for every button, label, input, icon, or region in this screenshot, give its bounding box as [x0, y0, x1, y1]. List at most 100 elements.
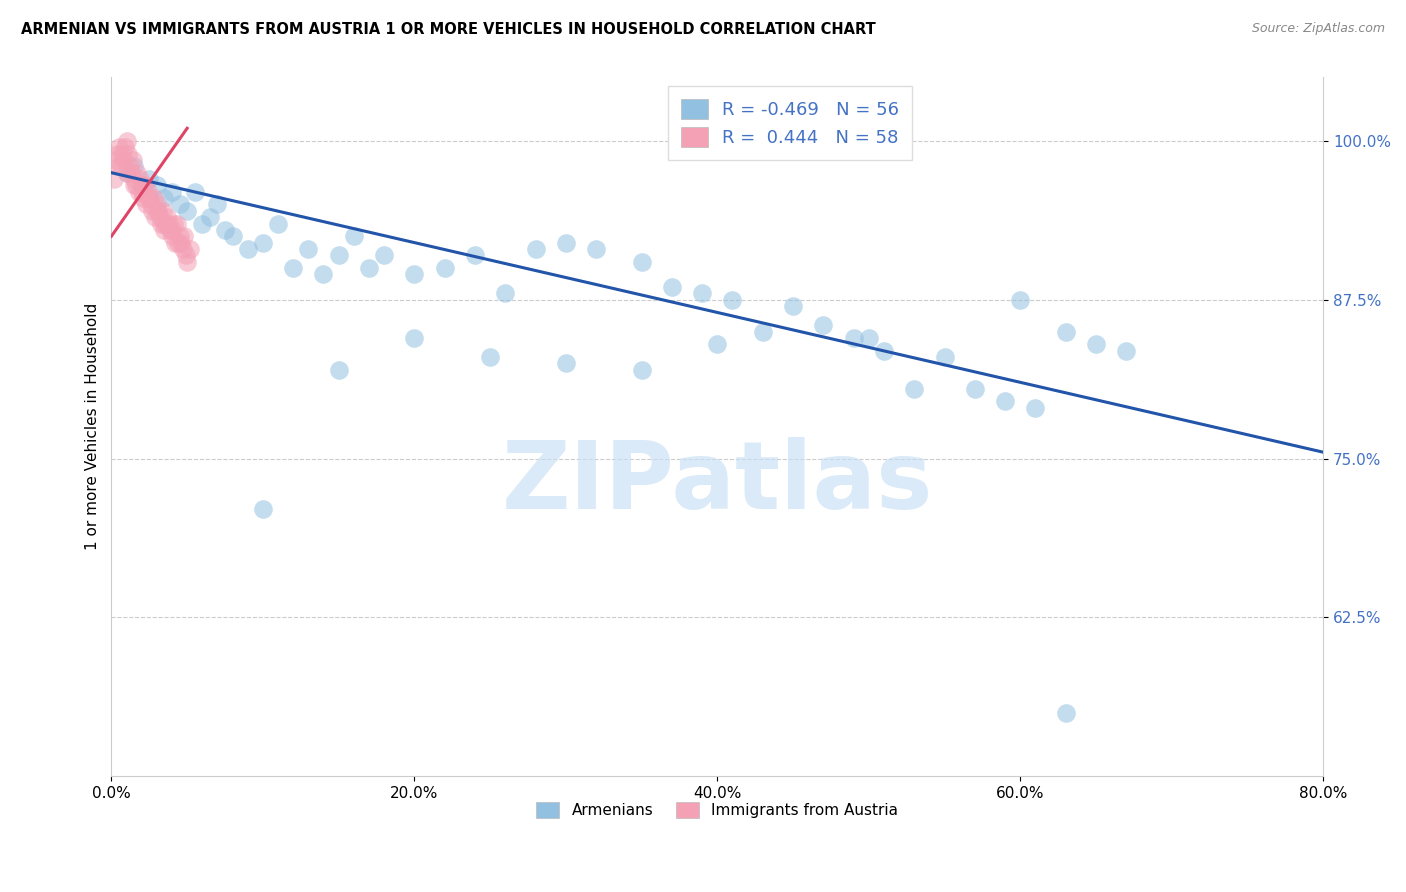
Point	[494, 286, 516, 301]
Point	[721, 293, 744, 307]
Point	[131, 178, 153, 193]
Point	[115, 134, 138, 148]
Point	[166, 217, 188, 231]
Point	[120, 166, 142, 180]
Point	[159, 223, 181, 237]
Point	[111, 146, 134, 161]
Point	[138, 191, 160, 205]
Point	[630, 254, 652, 268]
Point	[170, 235, 193, 250]
Point	[117, 146, 139, 161]
Point	[150, 217, 173, 231]
Point	[153, 217, 176, 231]
Point	[1054, 706, 1077, 720]
Legend: Armenians, Immigrants from Austria: Armenians, Immigrants from Austria	[530, 797, 904, 824]
Point	[155, 217, 177, 231]
Point	[146, 197, 169, 211]
Point	[115, 166, 138, 180]
Point	[524, 242, 547, 256]
Point	[630, 362, 652, 376]
Point	[169, 197, 191, 211]
Point	[121, 153, 143, 167]
Point	[328, 248, 350, 262]
Point	[464, 248, 486, 262]
Point	[143, 210, 166, 224]
Point	[176, 203, 198, 218]
Point	[191, 217, 214, 231]
Point	[554, 356, 576, 370]
Point	[152, 203, 174, 218]
Point	[136, 185, 159, 199]
Text: Source: ZipAtlas.com: Source: ZipAtlas.com	[1251, 22, 1385, 36]
Point	[963, 382, 986, 396]
Point	[1024, 401, 1046, 415]
Point	[160, 223, 183, 237]
Point	[1054, 325, 1077, 339]
Point	[131, 178, 153, 193]
Point	[110, 160, 132, 174]
Point	[842, 331, 865, 345]
Point	[167, 235, 190, 250]
Point	[404, 331, 426, 345]
Point	[160, 229, 183, 244]
Text: ARMENIAN VS IMMIGRANTS FROM AUSTRIA 1 OR MORE VEHICLES IN HOUSEHOLD CORRELATION : ARMENIAN VS IMMIGRANTS FROM AUSTRIA 1 OR…	[21, 22, 876, 37]
Point	[162, 217, 184, 231]
Point	[176, 254, 198, 268]
Point	[135, 197, 157, 211]
Point	[404, 268, 426, 282]
Point	[129, 172, 152, 186]
Point	[148, 203, 170, 218]
Point	[153, 223, 176, 237]
Point	[813, 318, 835, 333]
Point	[103, 172, 125, 186]
Point	[108, 140, 131, 154]
Point	[115, 166, 138, 180]
Point	[207, 197, 229, 211]
Point	[752, 325, 775, 339]
Point	[149, 210, 172, 224]
Point	[108, 160, 131, 174]
Point	[138, 191, 160, 205]
Point	[252, 502, 274, 516]
Point	[122, 160, 145, 174]
Point	[585, 242, 607, 256]
Point	[554, 235, 576, 250]
Point	[214, 223, 236, 237]
Point	[128, 185, 150, 199]
Point	[873, 343, 896, 358]
Point	[479, 350, 502, 364]
Point	[131, 185, 153, 199]
Point	[328, 362, 350, 376]
Point	[124, 178, 146, 193]
Point	[198, 210, 221, 224]
Point	[157, 217, 180, 231]
Point	[139, 197, 162, 211]
Point	[156, 210, 179, 224]
Point	[782, 299, 804, 313]
Point	[146, 178, 169, 193]
Point	[183, 185, 205, 199]
Point	[690, 286, 713, 301]
Point	[994, 394, 1017, 409]
Point	[112, 153, 135, 167]
Point	[160, 185, 183, 199]
Point	[1010, 293, 1032, 307]
Point	[179, 242, 201, 256]
Point	[138, 172, 160, 186]
Point	[357, 260, 380, 275]
Point	[221, 229, 243, 244]
Point	[312, 268, 335, 282]
Point	[1085, 337, 1108, 351]
Point	[169, 229, 191, 244]
Y-axis label: 1 or more Vehicles in Household: 1 or more Vehicles in Household	[86, 303, 100, 550]
Point	[173, 229, 195, 244]
Point	[146, 203, 169, 218]
Point	[118, 160, 141, 174]
Point	[153, 191, 176, 205]
Point	[122, 172, 145, 186]
Point	[127, 166, 149, 180]
Point	[252, 235, 274, 250]
Point	[163, 235, 186, 250]
Point	[174, 248, 197, 262]
Point	[107, 146, 129, 161]
